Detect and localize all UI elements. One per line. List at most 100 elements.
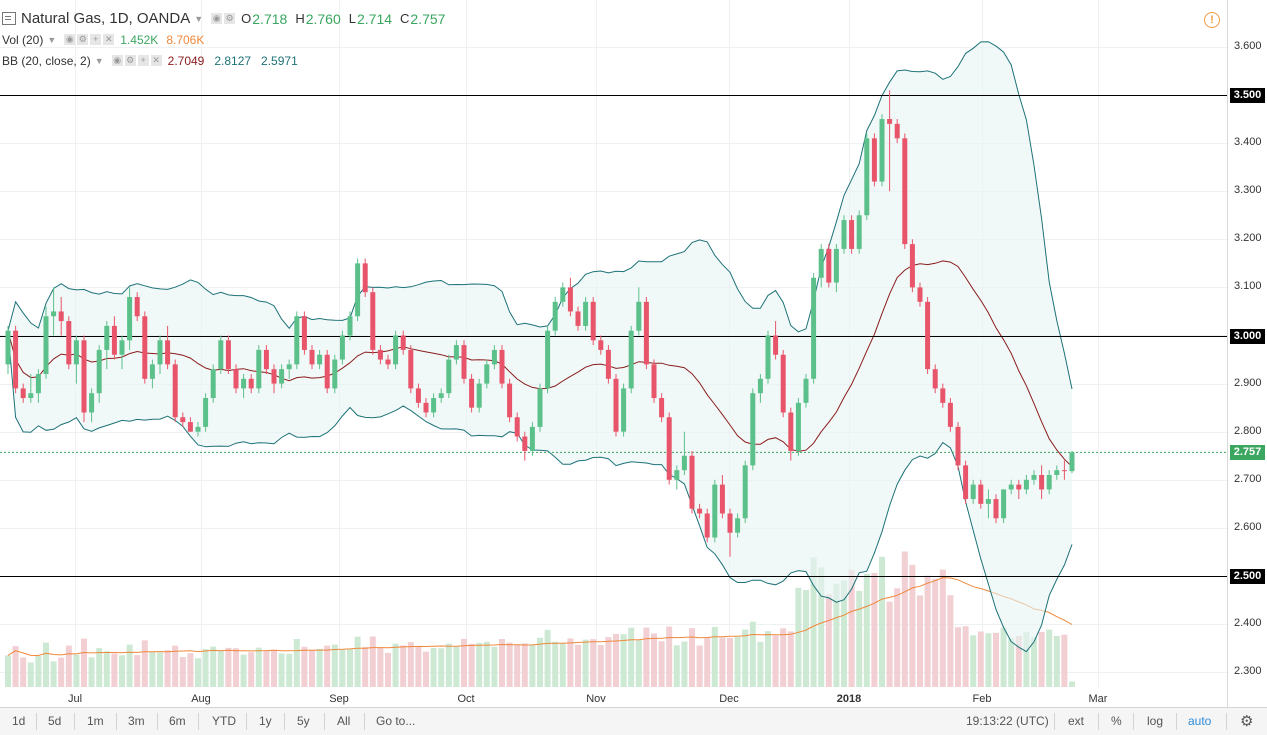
candle-body (1061, 470, 1067, 472)
candle (719, 474, 725, 519)
close-icon[interactable]: ✕ (150, 55, 162, 66)
log-scale-toggle[interactable]: log (1147, 714, 1164, 728)
candle (970, 479, 976, 504)
candle-body (1023, 479, 1029, 490)
gear-icon[interactable]: ⚙ (1240, 713, 1254, 730)
range-1d-button[interactable]: 1d (12, 714, 26, 728)
volume-bar (955, 627, 961, 687)
candle (408, 345, 414, 394)
bb-upper-line (7, 41, 1073, 390)
candle (795, 398, 801, 456)
candle (621, 383, 627, 437)
more-icon[interactable]: + (137, 55, 149, 66)
range-1m-button[interactable]: 1m (87, 714, 104, 728)
candle (484, 359, 490, 389)
settings-icon[interactable]: ⚙ (124, 55, 136, 66)
candle-body (575, 311, 581, 326)
volume-study-label[interactable]: Vol (20) (2, 32, 44, 47)
candle-body (940, 388, 946, 403)
volume-bar (772, 635, 779, 687)
price-scale[interactable]: 3.600 3.400 3.300 3.200 3.100 2.900 2.800 2.700… (1227, 0, 1267, 707)
ohlc-high-value: 2.760 (305, 10, 341, 27)
candle-body (864, 138, 870, 216)
candle (583, 297, 589, 331)
candle-body (415, 388, 421, 403)
candle-body (651, 364, 657, 399)
candle (507, 378, 513, 423)
horizontal-levels[interactable] (0, 95, 1227, 577)
chevron-down-icon[interactable]: ▼ (94, 55, 104, 66)
more-icon[interactable]: + (90, 34, 102, 45)
candle (324, 349, 330, 394)
visibility-icon[interactable]: ◉ (64, 34, 76, 45)
range-1y-button[interactable]: 1y (259, 714, 272, 728)
candle (947, 398, 953, 432)
range-6m-button[interactable]: 6m (169, 714, 186, 728)
range-3m-button[interactable]: 3m (128, 714, 145, 728)
volume-bar (719, 637, 726, 687)
close-icon[interactable]: ✕ (103, 34, 115, 45)
volume-bar (453, 646, 460, 687)
utc-clock[interactable]: 19:13:22 (UTC) (966, 714, 1049, 728)
volume-bar (962, 626, 969, 687)
range-5y-button[interactable]: 5y (297, 714, 310, 728)
bb-study-label[interactable]: BB (20, close, 2) (2, 53, 91, 68)
candle (985, 489, 991, 519)
candle-body (111, 325, 117, 355)
candle-body (955, 426, 961, 466)
range-all-button[interactable]: All (337, 714, 351, 728)
candle-body (643, 301, 649, 365)
candle-body (96, 349, 102, 394)
candle (879, 114, 885, 187)
symbol-title[interactable]: Natural Gas, 1D, OANDA (21, 10, 191, 27)
candle (1061, 460, 1067, 480)
price-axis-label: 3.400 (1234, 136, 1262, 149)
toolbar-divider (1054, 713, 1055, 730)
auto-scale-toggle[interactable]: auto (1188, 714, 1212, 728)
chevron-down-icon[interactable]: ▼ (47, 34, 57, 45)
candle (309, 345, 315, 370)
candle (727, 508, 733, 557)
candle-body (507, 383, 513, 418)
candle (1001, 489, 1007, 524)
candle (613, 373, 619, 437)
candle-body (757, 378, 763, 394)
percent-scale-toggle[interactable]: % (1111, 714, 1122, 728)
volume-bar (628, 627, 635, 687)
candle-body (856, 215, 862, 249)
volume-row: Vol (20) ▼ ◉ ⚙ + ✕ 1.452K 8.706K (2, 29, 445, 50)
candle (134, 292, 140, 322)
goto-date-button[interactable]: Go to... (376, 714, 416, 728)
visibility-icon[interactable]: ◉ (211, 13, 223, 24)
volume-controls: ◉ ⚙ + ✕ (64, 34, 115, 45)
volume-bar (529, 644, 536, 687)
volume-bar (20, 657, 27, 687)
candle-body (803, 378, 809, 403)
settings-icon[interactable]: ⚙ (224, 13, 236, 24)
chevron-down-icon[interactable]: ▼ (194, 13, 204, 24)
range-ytd-button[interactable]: YTD (212, 714, 236, 728)
candle (894, 119, 900, 144)
range-5d-button[interactable]: 5d (48, 714, 62, 728)
volume-bar (96, 648, 103, 687)
candle-body (970, 484, 976, 500)
candle-body (993, 499, 999, 519)
volume-bar (233, 648, 239, 687)
candle (765, 330, 771, 384)
toolbar-divider (284, 713, 285, 730)
price-chart[interactable]: Jul Aug Sep Oct Nov Dec 2018 Feb Mar (0, 0, 1227, 707)
candle (66, 316, 72, 370)
candle (165, 325, 171, 370)
candle (1039, 465, 1045, 500)
candle (248, 373, 254, 394)
symbol-menu-icon[interactable] (2, 12, 16, 25)
alert-icon[interactable]: ! (1204, 12, 1220, 28)
candle (51, 287, 57, 336)
extended-hours-toggle[interactable]: ext (1068, 714, 1085, 728)
candle-body (408, 349, 414, 389)
candle-body (583, 301, 589, 326)
settings-icon[interactable]: ⚙ (77, 34, 89, 45)
chart-pane[interactable]: Jul Aug Sep Oct Nov Dec 2018 Feb Mar Natural Gas… (0, 0, 1227, 707)
candle-body (735, 518, 741, 533)
visibility-icon[interactable]: ◉ (111, 55, 123, 66)
